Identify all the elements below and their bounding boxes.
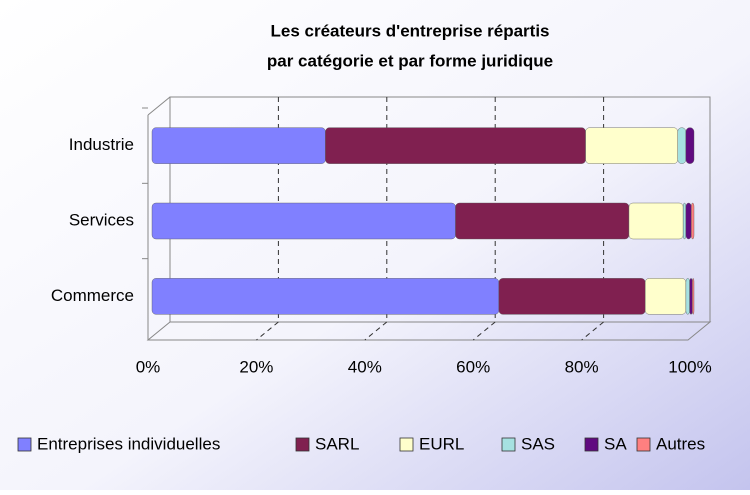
legend-label: SA <box>604 434 627 453</box>
bar <box>455 202 630 240</box>
bar <box>692 278 695 315</box>
wall-edge <box>147 96 171 116</box>
y-tick-label: Services <box>69 210 134 229</box>
bar <box>645 278 687 315</box>
x-tick-label: 20% <box>239 357 273 376</box>
bar <box>151 127 326 164</box>
legend-swatch <box>584 437 599 452</box>
y-tick-label: Commerce <box>51 286 134 305</box>
floor <box>146 321 712 341</box>
legend-swatch <box>295 437 310 452</box>
bar <box>677 127 687 164</box>
bar <box>691 202 695 240</box>
grid-line <box>472 321 496 341</box>
legend-label: Entreprises individuelles <box>37 434 220 453</box>
legend-swatch <box>399 437 414 452</box>
x-tick-label: 80% <box>565 357 599 376</box>
bar <box>685 278 690 315</box>
legend-swatch <box>636 437 651 452</box>
x-tick-label: 0% <box>136 357 161 376</box>
legend-label: SARL <box>315 434 359 453</box>
bar <box>689 278 693 315</box>
x-tick-label: 60% <box>456 357 490 376</box>
bar <box>151 202 456 240</box>
x-tick-label: 100% <box>668 357 711 376</box>
legend-label: SAS <box>521 434 555 453</box>
legend-swatch <box>17 437 32 452</box>
legend-swatch <box>501 437 516 452</box>
x-tick-label: 40% <box>348 357 382 376</box>
bar <box>685 202 692 240</box>
chart-subtitle: par catégorie et par forme juridique <box>267 51 553 70</box>
bar <box>498 278 646 315</box>
bar <box>151 278 500 315</box>
legend-label: Autres <box>656 434 705 453</box>
bar <box>628 202 684 240</box>
grid-line <box>364 321 388 341</box>
bar <box>682 202 687 240</box>
grid-line <box>256 321 279 341</box>
bar <box>325 127 586 164</box>
bar <box>585 127 678 164</box>
y-tick-label: Industrie <box>69 135 134 154</box>
chart-title: Les créateurs d'entreprise répartis <box>270 21 549 40</box>
bar <box>685 127 695 164</box>
grid-line <box>581 321 604 341</box>
legend-label: EURL <box>419 434 464 453</box>
